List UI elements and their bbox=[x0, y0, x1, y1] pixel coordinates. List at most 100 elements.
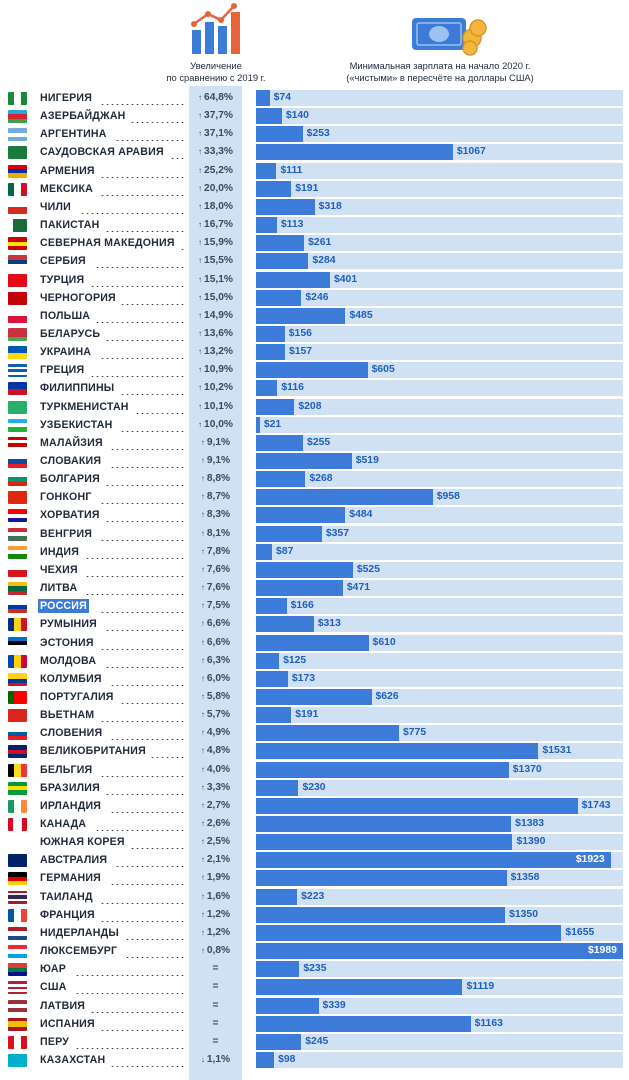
wage-bar bbox=[256, 652, 280, 669]
country-name: БОЛГАРИЯ bbox=[40, 473, 100, 486]
arrow-up-icon: ↑ bbox=[200, 655, 205, 665]
country-flag-icon bbox=[8, 273, 27, 287]
arrow-up-icon: ↑ bbox=[198, 383, 203, 393]
wage-label: $357 bbox=[325, 527, 349, 539]
dotted-leader bbox=[105, 780, 184, 795]
change-text: = bbox=[212, 981, 219, 993]
country-name: ПОРТУГАЛИЯ bbox=[40, 690, 114, 703]
dotted-leader bbox=[80, 199, 184, 214]
bar-track bbox=[256, 307, 623, 324]
country-flag-icon bbox=[8, 128, 27, 142]
change-text: 1,1% bbox=[206, 1053, 231, 1065]
change-text: 7,6% bbox=[206, 563, 231, 575]
change-value: ↑ 2,1% bbox=[189, 853, 242, 867]
wage-bar bbox=[256, 979, 463, 996]
arrow-up-icon: ↑ bbox=[198, 183, 203, 193]
change-text: 15,9% bbox=[204, 237, 233, 249]
country-row: СЛОВАКИЯ ↑ 9,1% $519 bbox=[0, 452, 629, 470]
dotted-leader bbox=[120, 381, 184, 396]
country-name: ЧЕХИЯ bbox=[40, 563, 78, 576]
wage-label: $626 bbox=[375, 690, 399, 702]
country-name: США bbox=[40, 981, 67, 994]
wage-label: $1067 bbox=[456, 146, 486, 158]
country-flag-icon bbox=[8, 164, 27, 178]
change-value: ↑ 1,9% bbox=[189, 871, 242, 885]
change-value: = bbox=[189, 980, 242, 994]
change-text: 7,6% bbox=[206, 582, 231, 594]
arrow-up-icon: ↑ bbox=[200, 437, 205, 447]
wage-label: $191 bbox=[295, 182, 319, 194]
change-text: 1,2% bbox=[206, 926, 231, 938]
money-icon bbox=[412, 18, 487, 56]
wage-bar bbox=[256, 471, 306, 488]
dotted-leader bbox=[90, 272, 184, 287]
bar-track bbox=[256, 271, 623, 288]
dotted-leader bbox=[110, 1052, 184, 1067]
country-flag-icon bbox=[8, 890, 27, 904]
change-value: ↑ 6,0% bbox=[189, 672, 242, 686]
wage-bar bbox=[256, 816, 512, 832]
country-flag-icon bbox=[8, 219, 27, 233]
bar-track bbox=[256, 162, 623, 179]
change-value: ↑ 4,0% bbox=[189, 763, 242, 777]
change-value: ↑ 10,1% bbox=[189, 400, 242, 414]
dotted-leader bbox=[100, 889, 184, 904]
country-flag-icon bbox=[8, 600, 27, 614]
dotted-leader bbox=[150, 744, 184, 759]
country-name: ФРАНЦИЯ bbox=[40, 908, 95, 921]
arrow-up-icon: ↑ bbox=[198, 310, 203, 320]
dotted-leader bbox=[100, 163, 184, 178]
country-row: АВСТРАЛИЯ ↑ 2,1% $1923 bbox=[0, 851, 629, 869]
change-value: = bbox=[189, 962, 242, 976]
wage-header-line1: Минимальная зарплата на начало 2020 г. bbox=[349, 60, 531, 71]
bar-track bbox=[256, 235, 623, 252]
change-value: ↑ 33,3% bbox=[189, 145, 242, 159]
dotted-leader bbox=[95, 817, 184, 831]
arrow-up-icon: ↑ bbox=[200, 673, 205, 683]
change-text: 7,8% bbox=[206, 545, 231, 557]
bar-track bbox=[256, 670, 623, 687]
bar-track bbox=[256, 198, 623, 215]
country-row: БОЛГАРИЯ ↑ 8,8% $268 bbox=[0, 470, 629, 488]
country-row: ЭСТОНИЯ ↑ 6,6% $610 bbox=[0, 634, 629, 652]
wage-label: $255 bbox=[307, 436, 331, 448]
country-name: УКРАИНА bbox=[40, 346, 92, 359]
change-text: 10,1% bbox=[204, 400, 233, 412]
arrow-up-icon: ↑ bbox=[200, 564, 205, 574]
country-row: СЕВЕРНАЯ МАКЕДОНИЯ ↑ 15,9% $261 bbox=[0, 234, 629, 252]
wage-bar bbox=[256, 961, 300, 978]
wage-bar bbox=[256, 1051, 275, 1068]
country-row: КАНАДА ↑ 2,6% $1383 bbox=[0, 815, 629, 833]
change-value: ↑ 10,9% bbox=[189, 363, 242, 377]
dotted-leader bbox=[75, 962, 184, 977]
country-flag-icon bbox=[8, 400, 27, 414]
change-value: ↑ 15,0% bbox=[189, 291, 242, 305]
country-flag-icon bbox=[8, 636, 27, 650]
change-value: ↑ 10,2% bbox=[189, 381, 242, 395]
arrow-up-icon: ↑ bbox=[200, 800, 205, 810]
country-flag-icon bbox=[8, 999, 27, 1013]
change-text: 1,6% bbox=[206, 890, 231, 902]
country-flag-icon bbox=[8, 618, 27, 632]
arrow-up-icon: ↑ bbox=[200, 492, 205, 502]
wage-label: $339 bbox=[322, 999, 346, 1011]
arrow-up-icon: ↑ bbox=[200, 546, 205, 556]
change-value: ↑ 1,6% bbox=[189, 890, 242, 904]
arrow-up-icon: ↑ bbox=[200, 819, 205, 828]
arrow-up-icon: ↑ bbox=[198, 347, 203, 357]
wage-bar bbox=[256, 271, 330, 288]
change-text: 3,3% bbox=[206, 781, 231, 793]
dotted-leader bbox=[105, 218, 184, 233]
country-flag-icon bbox=[8, 854, 27, 868]
country-flag-icon bbox=[8, 1053, 27, 1067]
dotted-leader bbox=[110, 726, 184, 741]
country-flag-icon bbox=[8, 364, 27, 378]
dotted-leader bbox=[100, 907, 184, 922]
change-text: 6,6% bbox=[206, 618, 231, 630]
arrow-up-icon: ↑ bbox=[200, 691, 205, 701]
country-name: СЕРБИЯ bbox=[40, 255, 86, 268]
wage-label: $261 bbox=[308, 237, 332, 249]
wage-bar bbox=[256, 688, 372, 705]
country-row: ЮАР = $235 bbox=[0, 960, 629, 978]
arrow-down-icon: ↓ bbox=[200, 1054, 205, 1064]
